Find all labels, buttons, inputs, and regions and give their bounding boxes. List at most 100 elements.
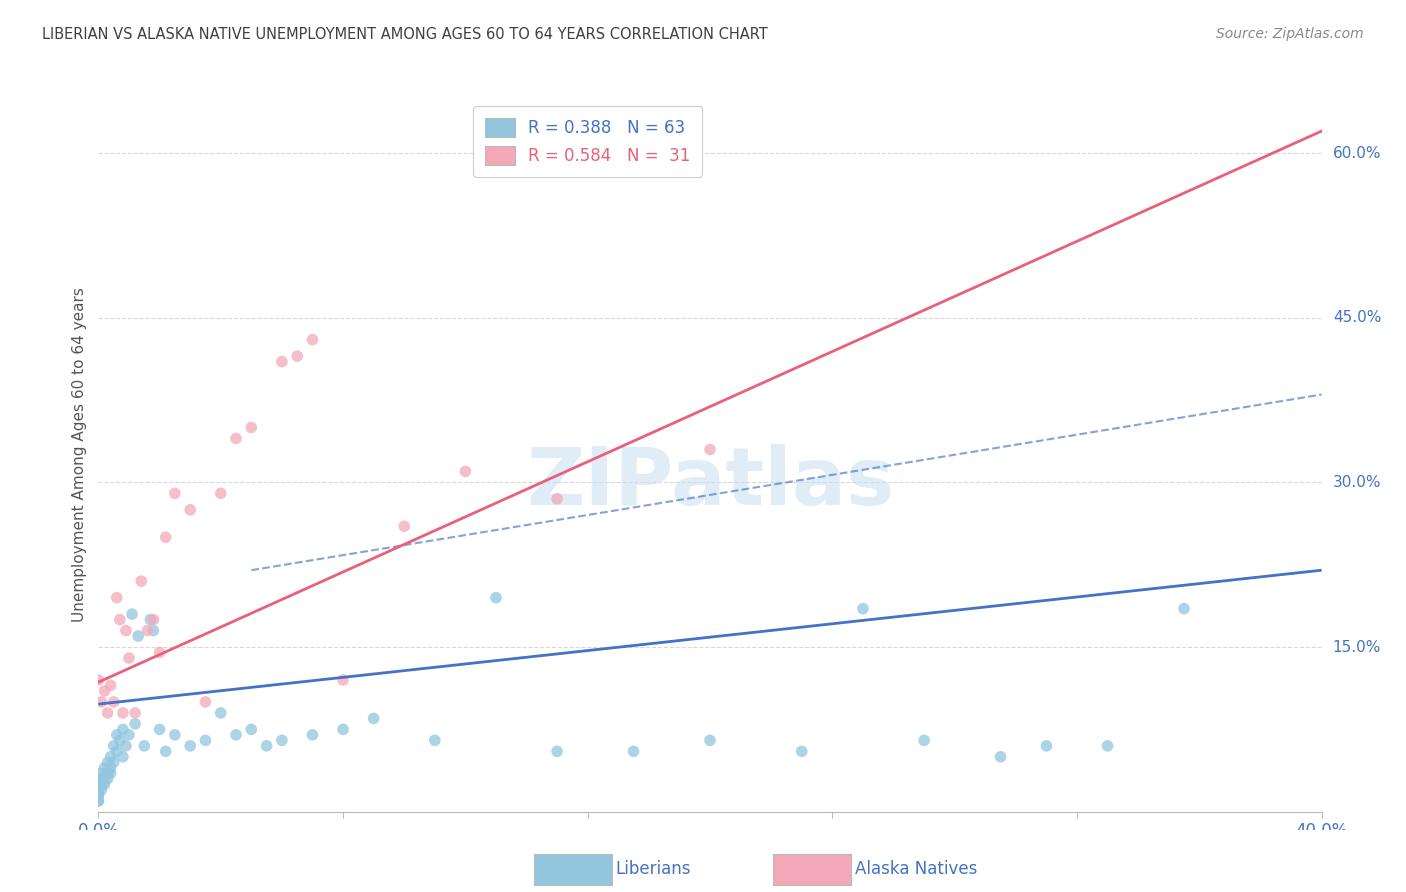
- Point: [103, 739, 125, 753]
- Point: [256, 739, 278, 753]
- Point: [623, 744, 645, 758]
- Point: [115, 739, 138, 753]
- Point: [87, 782, 110, 797]
- Point: [87, 794, 110, 808]
- Point: [87, 772, 110, 786]
- Point: [301, 333, 323, 347]
- Point: [209, 706, 232, 720]
- Point: [111, 749, 134, 764]
- Point: [87, 673, 110, 687]
- Point: [129, 574, 152, 589]
- Point: [115, 624, 138, 638]
- Point: [100, 749, 122, 764]
- Point: [149, 646, 172, 660]
- Point: [87, 782, 110, 797]
- Point: [240, 420, 263, 434]
- Point: [118, 651, 141, 665]
- Point: [105, 744, 128, 758]
- Point: [105, 591, 128, 605]
- Point: [1097, 739, 1119, 753]
- Point: [270, 354, 292, 368]
- Point: [100, 678, 122, 692]
- Point: [90, 695, 112, 709]
- Point: [179, 503, 201, 517]
- Point: [103, 695, 125, 709]
- Y-axis label: Unemployment Among Ages 60 to 64 years: Unemployment Among Ages 60 to 64 years: [72, 287, 87, 623]
- Text: ZIPatlas: ZIPatlas: [526, 444, 894, 523]
- Text: 45.0%: 45.0%: [1333, 310, 1381, 326]
- Text: 60.0%: 60.0%: [1333, 145, 1381, 161]
- Point: [93, 761, 115, 775]
- Point: [699, 442, 721, 457]
- Point: [423, 733, 446, 747]
- Point: [118, 728, 141, 742]
- Point: [142, 624, 165, 638]
- Point: [93, 684, 115, 698]
- Point: [111, 706, 134, 720]
- Point: [87, 794, 110, 808]
- Point: [124, 706, 146, 720]
- Point: [155, 744, 177, 758]
- Point: [912, 733, 935, 747]
- Point: [485, 591, 508, 605]
- Point: [87, 789, 110, 803]
- Point: [270, 733, 292, 747]
- Point: [97, 756, 120, 770]
- Point: [179, 739, 201, 753]
- Point: [852, 601, 875, 615]
- Point: [100, 766, 122, 780]
- Point: [136, 624, 159, 638]
- Point: [93, 772, 115, 786]
- Point: [240, 723, 263, 737]
- Text: 30.0%: 30.0%: [1333, 475, 1381, 490]
- Text: Liberians: Liberians: [616, 860, 692, 878]
- Point: [97, 772, 120, 786]
- Legend: R = 0.388   N = 63, R = 0.584   N =  31: R = 0.388 N = 63, R = 0.584 N = 31: [474, 106, 702, 177]
- Text: Alaska Natives: Alaska Natives: [855, 860, 977, 878]
- Point: [87, 789, 110, 803]
- Point: [163, 728, 186, 742]
- Point: [392, 519, 416, 533]
- Point: [285, 349, 308, 363]
- Point: [155, 530, 177, 544]
- Text: LIBERIAN VS ALASKA NATIVE UNEMPLOYMENT AMONG AGES 60 TO 64 YEARS CORRELATION CHA: LIBERIAN VS ALASKA NATIVE UNEMPLOYMENT A…: [42, 27, 768, 42]
- Point: [90, 782, 112, 797]
- Point: [363, 711, 385, 725]
- Point: [454, 464, 477, 478]
- Point: [163, 486, 186, 500]
- Point: [332, 673, 354, 687]
- Point: [699, 733, 721, 747]
- Point: [90, 777, 112, 791]
- Point: [97, 766, 120, 780]
- Text: 15.0%: 15.0%: [1333, 640, 1381, 655]
- Point: [87, 777, 110, 791]
- Point: [194, 733, 217, 747]
- Point: [111, 723, 134, 737]
- Point: [1173, 601, 1195, 615]
- Point: [142, 613, 165, 627]
- Point: [87, 777, 110, 791]
- Point: [149, 723, 172, 737]
- Point: [121, 607, 143, 621]
- Point: [108, 733, 131, 747]
- Point: [301, 728, 323, 742]
- Point: [87, 782, 110, 797]
- Point: [124, 717, 146, 731]
- Point: [194, 695, 217, 709]
- Point: [134, 739, 156, 753]
- Point: [139, 613, 162, 627]
- Point: [127, 629, 149, 643]
- Point: [332, 723, 354, 737]
- Point: [1035, 739, 1057, 753]
- Point: [990, 749, 1012, 764]
- Point: [103, 756, 125, 770]
- Point: [93, 777, 115, 791]
- Point: [209, 486, 232, 500]
- Point: [90, 772, 112, 786]
- Point: [108, 613, 131, 627]
- Point: [105, 728, 128, 742]
- Point: [546, 744, 568, 758]
- Point: [100, 761, 122, 775]
- Point: [790, 744, 813, 758]
- Point: [546, 491, 568, 506]
